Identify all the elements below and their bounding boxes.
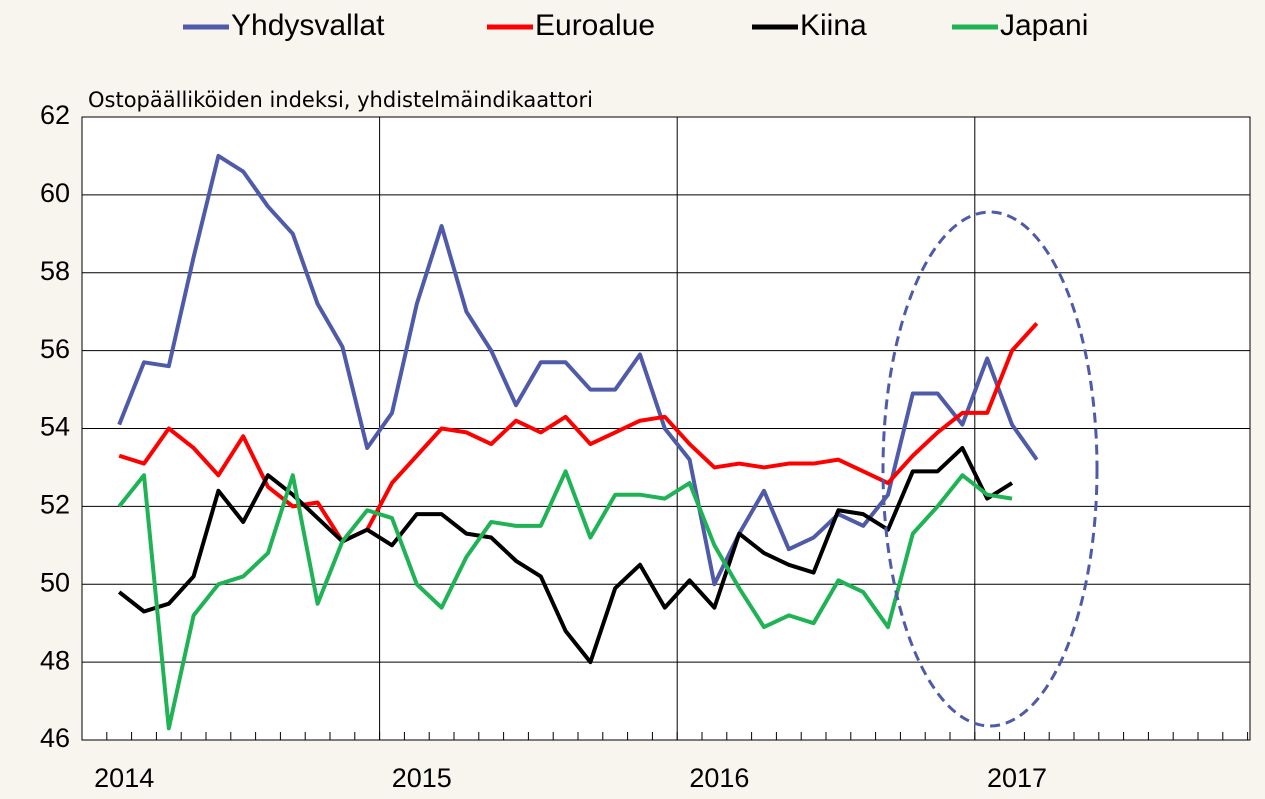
y-tick-label: 50 [40,567,70,597]
y-tick-label: 60 [40,178,70,208]
series-line [117,445,1014,665]
legend-label: Japani [1000,9,1088,42]
y-tick-label: 56 [40,334,70,364]
y-tick-label: 58 [40,256,70,286]
x-tick-label: 2015 [392,763,452,793]
x-tick-label: 2017 [987,763,1047,793]
y-tick-label: 52 [40,490,70,520]
highlight-ellipse [881,210,1099,728]
legend-label: Kiina [800,9,867,42]
y-tick-label: 48 [40,645,70,675]
series-line [117,469,1013,731]
y-tick-label: 46 [40,723,70,753]
y-tick-label: 54 [40,412,70,442]
chart-subtitle: Ostopäälliköiden indeksi, yhdistelmäindi… [88,88,593,112]
x-tick-label: 2016 [689,763,749,793]
legend-label: Yhdysvallat [231,9,385,42]
y-tick-label: 62 [40,100,70,130]
legend-label: Euroalue [535,9,655,42]
x-tick-label: 2014 [94,763,154,793]
